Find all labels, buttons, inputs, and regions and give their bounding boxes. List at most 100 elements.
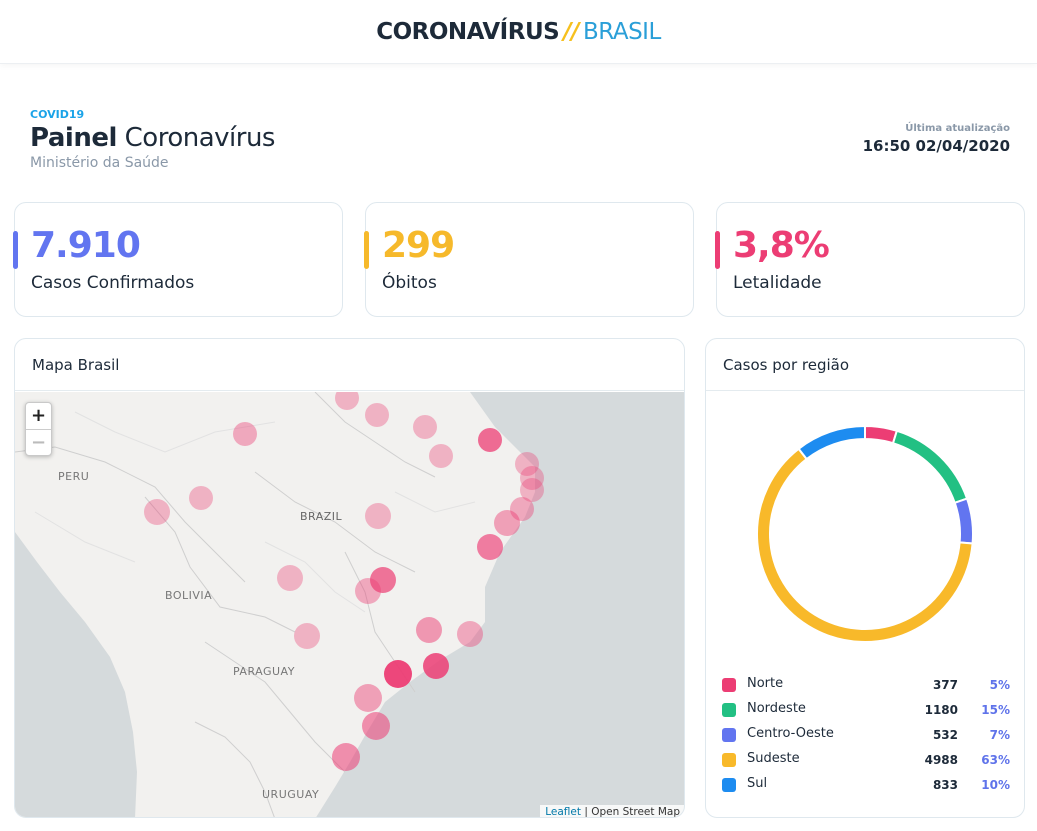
legend-region-percent: 15% xyxy=(981,703,1010,717)
card-lethality: 3,8% Letalidade xyxy=(715,202,1025,317)
legend-region-percent: 63% xyxy=(981,753,1010,767)
legend-region-percent: 5% xyxy=(989,678,1010,692)
case-marker xyxy=(365,403,389,427)
region-legend: Norte 377 5% Nordeste 1180 15% Centro-Oeste 532… xyxy=(722,675,1010,800)
region-panel: Casos por região Norte 377 5% Nordeste 1180 1… xyxy=(705,338,1025,818)
brand-logo[interactable]: CORONAVÍRUS//BRASIL xyxy=(376,19,661,45)
brand-separator: // xyxy=(563,18,580,45)
case-marker xyxy=(189,486,213,510)
osm-attribution: Open Street Map xyxy=(591,806,680,818)
case-marker xyxy=(370,567,396,593)
card-confirmed-cases: 7.910 Casos Confirmados xyxy=(13,202,343,317)
legend-region-count: 1180 xyxy=(924,703,958,717)
legend-region-percent: 10% xyxy=(981,778,1010,792)
case-marker xyxy=(478,428,502,452)
legend-row-centro-oeste[interactable]: Centro-Oeste 532 7% xyxy=(722,725,1010,750)
map-label-uruguay: URUGUAY xyxy=(262,788,320,801)
case-marker xyxy=(362,712,390,740)
legend-swatch xyxy=(722,678,736,692)
zoom-in-button[interactable]: + xyxy=(30,405,47,426)
card-value: 7.910 xyxy=(31,225,141,266)
last-update: Última atualização 16:50 02/04/2020 xyxy=(863,123,1010,155)
case-marker xyxy=(233,422,257,446)
donut-slice-sudeste[interactable] xyxy=(756,447,974,643)
brazil-map[interactable]: PERU BRAZIL BOLIVIA PARAGUAY URUGUAY xyxy=(15,392,684,818)
attribution-separator: | xyxy=(580,806,592,818)
card-deaths: 299 Óbitos xyxy=(364,202,694,317)
case-marker xyxy=(520,478,544,502)
card-label: Letalidade xyxy=(733,273,822,293)
donut-slice-centro-oeste[interactable] xyxy=(953,497,974,545)
legend-row-sul[interactable]: Sul 833 10% xyxy=(722,775,1010,800)
legend-region-percent: 7% xyxy=(989,728,1010,742)
card-accent-bar xyxy=(715,231,720,269)
legend-region-name: Nordeste xyxy=(747,701,806,716)
case-marker xyxy=(429,444,453,468)
page-tag: COVID19 xyxy=(30,108,85,121)
page-title: Painel Coronavírus xyxy=(30,123,275,153)
legend-region-name: Sul xyxy=(747,776,768,791)
page-title-rest: Coronavírus xyxy=(116,123,276,153)
legend-region-count: 4988 xyxy=(924,753,958,767)
map-label-brazil: BRAZIL xyxy=(300,510,343,523)
case-markers xyxy=(15,392,684,817)
case-marker xyxy=(416,617,442,643)
case-marker xyxy=(294,623,320,649)
legend-row-sudeste[interactable]: Sudeste 4988 63% xyxy=(722,750,1010,775)
legend-region-count: 377 xyxy=(932,678,958,692)
brand-main: CORONAVÍRUS xyxy=(376,18,560,45)
zoom-control: + − xyxy=(25,402,52,456)
legend-row-norte[interactable]: Norte 377 5% xyxy=(722,675,1010,700)
legend-region-count: 833 xyxy=(932,778,958,792)
last-update-label: Última atualização xyxy=(905,123,1010,134)
case-marker xyxy=(354,684,382,712)
case-marker xyxy=(457,621,483,647)
donut-slice-norte[interactable] xyxy=(864,424,899,445)
card-label: Casos Confirmados xyxy=(31,273,195,293)
donut-slice-nordeste[interactable] xyxy=(891,429,969,505)
legend-swatch xyxy=(722,753,736,767)
map-label-bolivia: BOLIVIA xyxy=(165,589,213,602)
card-accent-bar xyxy=(13,231,18,269)
legend-swatch xyxy=(722,778,736,792)
region-panel-title: Casos por região xyxy=(706,339,1024,391)
legend-swatch xyxy=(722,728,736,742)
case-marker xyxy=(365,503,391,529)
case-marker xyxy=(355,578,381,604)
region-donut-chart[interactable] xyxy=(706,409,1025,659)
map-panel: Mapa Brasil PE xyxy=(14,338,685,818)
page-header: COVID19 Painel Coronavírus Ministério da… xyxy=(30,108,275,171)
leaflet-link[interactable]: Leaflet xyxy=(545,806,581,818)
legend-row-nordeste[interactable]: Nordeste 1180 15% xyxy=(722,700,1010,725)
last-update-value: 16:50 02/04/2020 xyxy=(862,137,1010,155)
map-attribution: Leaflet | Open Street Map xyxy=(540,805,684,818)
map-label-peru: PERU xyxy=(58,470,90,483)
case-marker xyxy=(477,534,503,560)
card-label: Óbitos xyxy=(382,273,437,293)
case-marker xyxy=(384,660,412,688)
card-value: 299 xyxy=(382,225,455,266)
case-marker xyxy=(335,392,359,410)
legend-region-name: Centro-Oeste xyxy=(747,726,834,741)
case-marker xyxy=(144,499,170,525)
card-accent-bar xyxy=(364,231,369,269)
map-label-paraguay: PARAGUAY xyxy=(233,665,295,678)
card-value: 3,8% xyxy=(733,225,830,266)
legend-region-name: Sudeste xyxy=(747,751,800,766)
page-title-bold: Painel xyxy=(30,123,117,153)
top-bar: CORONAVÍRUS//BRASIL xyxy=(0,0,1037,64)
case-marker xyxy=(510,497,534,521)
brand-country: BRASIL xyxy=(583,18,661,45)
map-panel-title: Mapa Brasil xyxy=(15,339,684,391)
case-marker xyxy=(494,510,520,536)
page-subtitle: Ministério da Saúde xyxy=(30,155,169,171)
donut-slice-sul[interactable] xyxy=(797,424,866,461)
case-markers-layer xyxy=(144,392,544,771)
zoom-out-button[interactable]: − xyxy=(26,429,51,455)
map-tiles xyxy=(15,392,684,817)
case-marker xyxy=(277,565,303,591)
case-marker xyxy=(413,415,437,439)
case-marker xyxy=(520,466,544,490)
legend-swatch xyxy=(722,703,736,717)
legend-region-name: Norte xyxy=(747,676,784,691)
